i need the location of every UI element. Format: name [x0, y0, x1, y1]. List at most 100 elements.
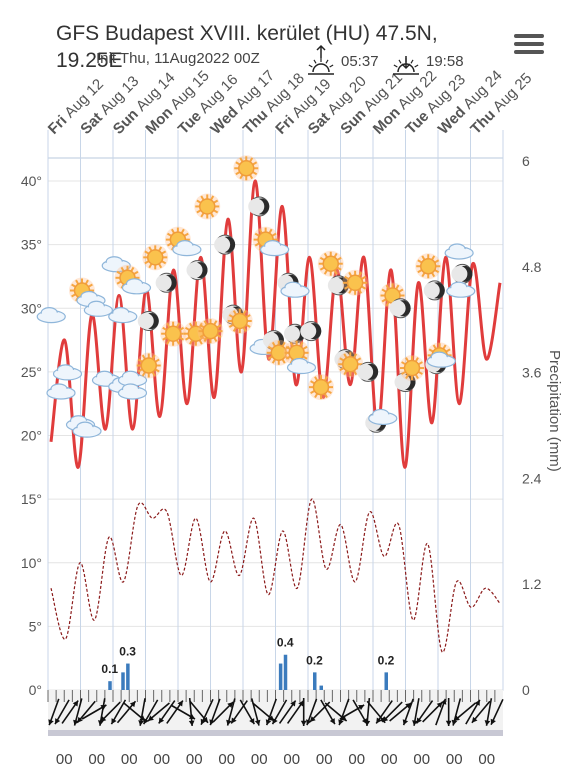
moon-icon: [451, 263, 473, 284]
moon-icon: [423, 280, 445, 301]
sun-cloud-icon: [164, 226, 202, 257]
sun-icon: [342, 269, 369, 296]
cloud-icon: [426, 351, 456, 368]
time-label: 00: [446, 751, 463, 768]
wind-arrow: [189, 700, 209, 724]
sun-icon: [197, 318, 224, 345]
cloud-icon: [72, 421, 102, 438]
wind-arrow: [471, 700, 491, 724]
time-label: 00: [348, 751, 365, 768]
temp-tick-label: 30°: [21, 300, 42, 316]
wind-arrow: [61, 700, 79, 724]
precip-value-label: 0.2: [306, 653, 323, 667]
wind-arrow: [142, 699, 159, 725]
precip-value-label: 0.2: [378, 653, 395, 667]
precip-value-label: 0.1: [101, 662, 118, 676]
wind-arrow: [265, 698, 278, 726]
precip-tick-label: 6: [522, 153, 530, 169]
wind-strip-base: [48, 730, 503, 736]
precip-bar: [278, 663, 283, 690]
wind-arrow: [147, 702, 170, 722]
moon-icon: [214, 234, 236, 255]
wind-arrow: [230, 700, 248, 724]
precip-value-label: 0.3: [119, 645, 136, 659]
time-label: 00: [88, 751, 105, 768]
temperature-line: [49, 179, 502, 469]
wind-arrow: [138, 698, 146, 726]
moon-icon: [327, 275, 349, 296]
precip-bar: [126, 663, 130, 690]
precip-axis-label: Precipitation (mm): [546, 350, 563, 472]
wind-arrow: [158, 700, 176, 724]
precip-bar: [384, 672, 388, 690]
wind-arrow: [73, 698, 83, 726]
precip-value-label: 0.4: [277, 636, 294, 650]
wind-arrow: [110, 699, 127, 725]
wind-arrow: [300, 698, 307, 726]
init-text: Init Thu, 11Aug2022 00Z: [96, 50, 260, 67]
wind-arrow: [339, 704, 365, 720]
temp-tick-label: 40°: [21, 173, 42, 189]
temp-tick-label: 20°: [21, 428, 42, 444]
sun-icon: [399, 355, 425, 382]
wind-arrow: [435, 698, 447, 726]
cloud-icon: [108, 307, 138, 324]
wind-arrow: [309, 701, 331, 723]
wind-arrow: [381, 701, 403, 723]
sunrise-time: 05:37: [341, 53, 379, 70]
time-label: 00: [251, 751, 268, 768]
sun-cloud-icon: [252, 226, 290, 257]
wind-arrow: [415, 700, 434, 724]
sun-icon: [317, 250, 344, 277]
time-label: 00: [413, 751, 430, 768]
dewpoint-line: [50, 498, 501, 653]
wind-arrow: [484, 698, 493, 726]
time-label: 00: [316, 751, 333, 768]
wind-arrow: [402, 698, 414, 726]
wind-arrow: [271, 699, 288, 725]
sunset-icon: [393, 56, 419, 75]
temp-tick-label: 25°: [21, 364, 42, 380]
precip-tick-label: 0: [522, 682, 530, 698]
time-label: 00: [186, 751, 203, 768]
sunset-time: 19:58: [426, 53, 464, 70]
time-label: 00: [381, 751, 398, 768]
hamburger-menu-icon[interactable]: [514, 34, 544, 56]
cloud-icon: [286, 357, 317, 375]
sunrise-icon: [308, 44, 334, 75]
wind-arrow: [286, 700, 305, 724]
wind-arrow: [412, 698, 420, 726]
time-label: 00: [218, 751, 235, 768]
wind-arrow: [278, 700, 297, 724]
cloud-icon: [36, 307, 66, 324]
cloud-icon: [83, 300, 113, 317]
moon-icon: [357, 361, 379, 382]
wind-arrow: [188, 697, 195, 727]
wind-arrow: [54, 699, 70, 725]
precip-bar: [108, 681, 112, 690]
moon-icon: [186, 260, 208, 281]
wind-arrow: [422, 701, 444, 723]
cloud-icon: [444, 243, 474, 260]
cloud-icon: [117, 383, 148, 400]
sun-icon: [337, 351, 364, 378]
time-label: 00: [283, 751, 300, 768]
precip-bar: [319, 685, 323, 690]
precip-tick-label: 1.2: [522, 576, 542, 592]
sun-cloud-icon: [114, 264, 152, 295]
init-time-label: Init Thu, 11Aug2022 00Z: [96, 50, 260, 67]
sun-cloud-icon: [69, 277, 106, 308]
precip-bar: [121, 672, 125, 690]
wind-arrow: [99, 701, 121, 723]
sun-icon: [160, 320, 187, 347]
time-label: 00: [121, 751, 138, 768]
time-label: 00: [478, 751, 495, 768]
temp-tick-label: 5°: [29, 618, 42, 634]
temp-tick-label: 15°: [21, 491, 42, 507]
cloud-icon: [280, 281, 310, 298]
moon-icon: [248, 196, 270, 217]
sun-icon: [194, 193, 221, 220]
wind-arrow: [445, 698, 452, 726]
wind-arrow: [490, 698, 504, 726]
wind-arrow: [48, 698, 60, 726]
